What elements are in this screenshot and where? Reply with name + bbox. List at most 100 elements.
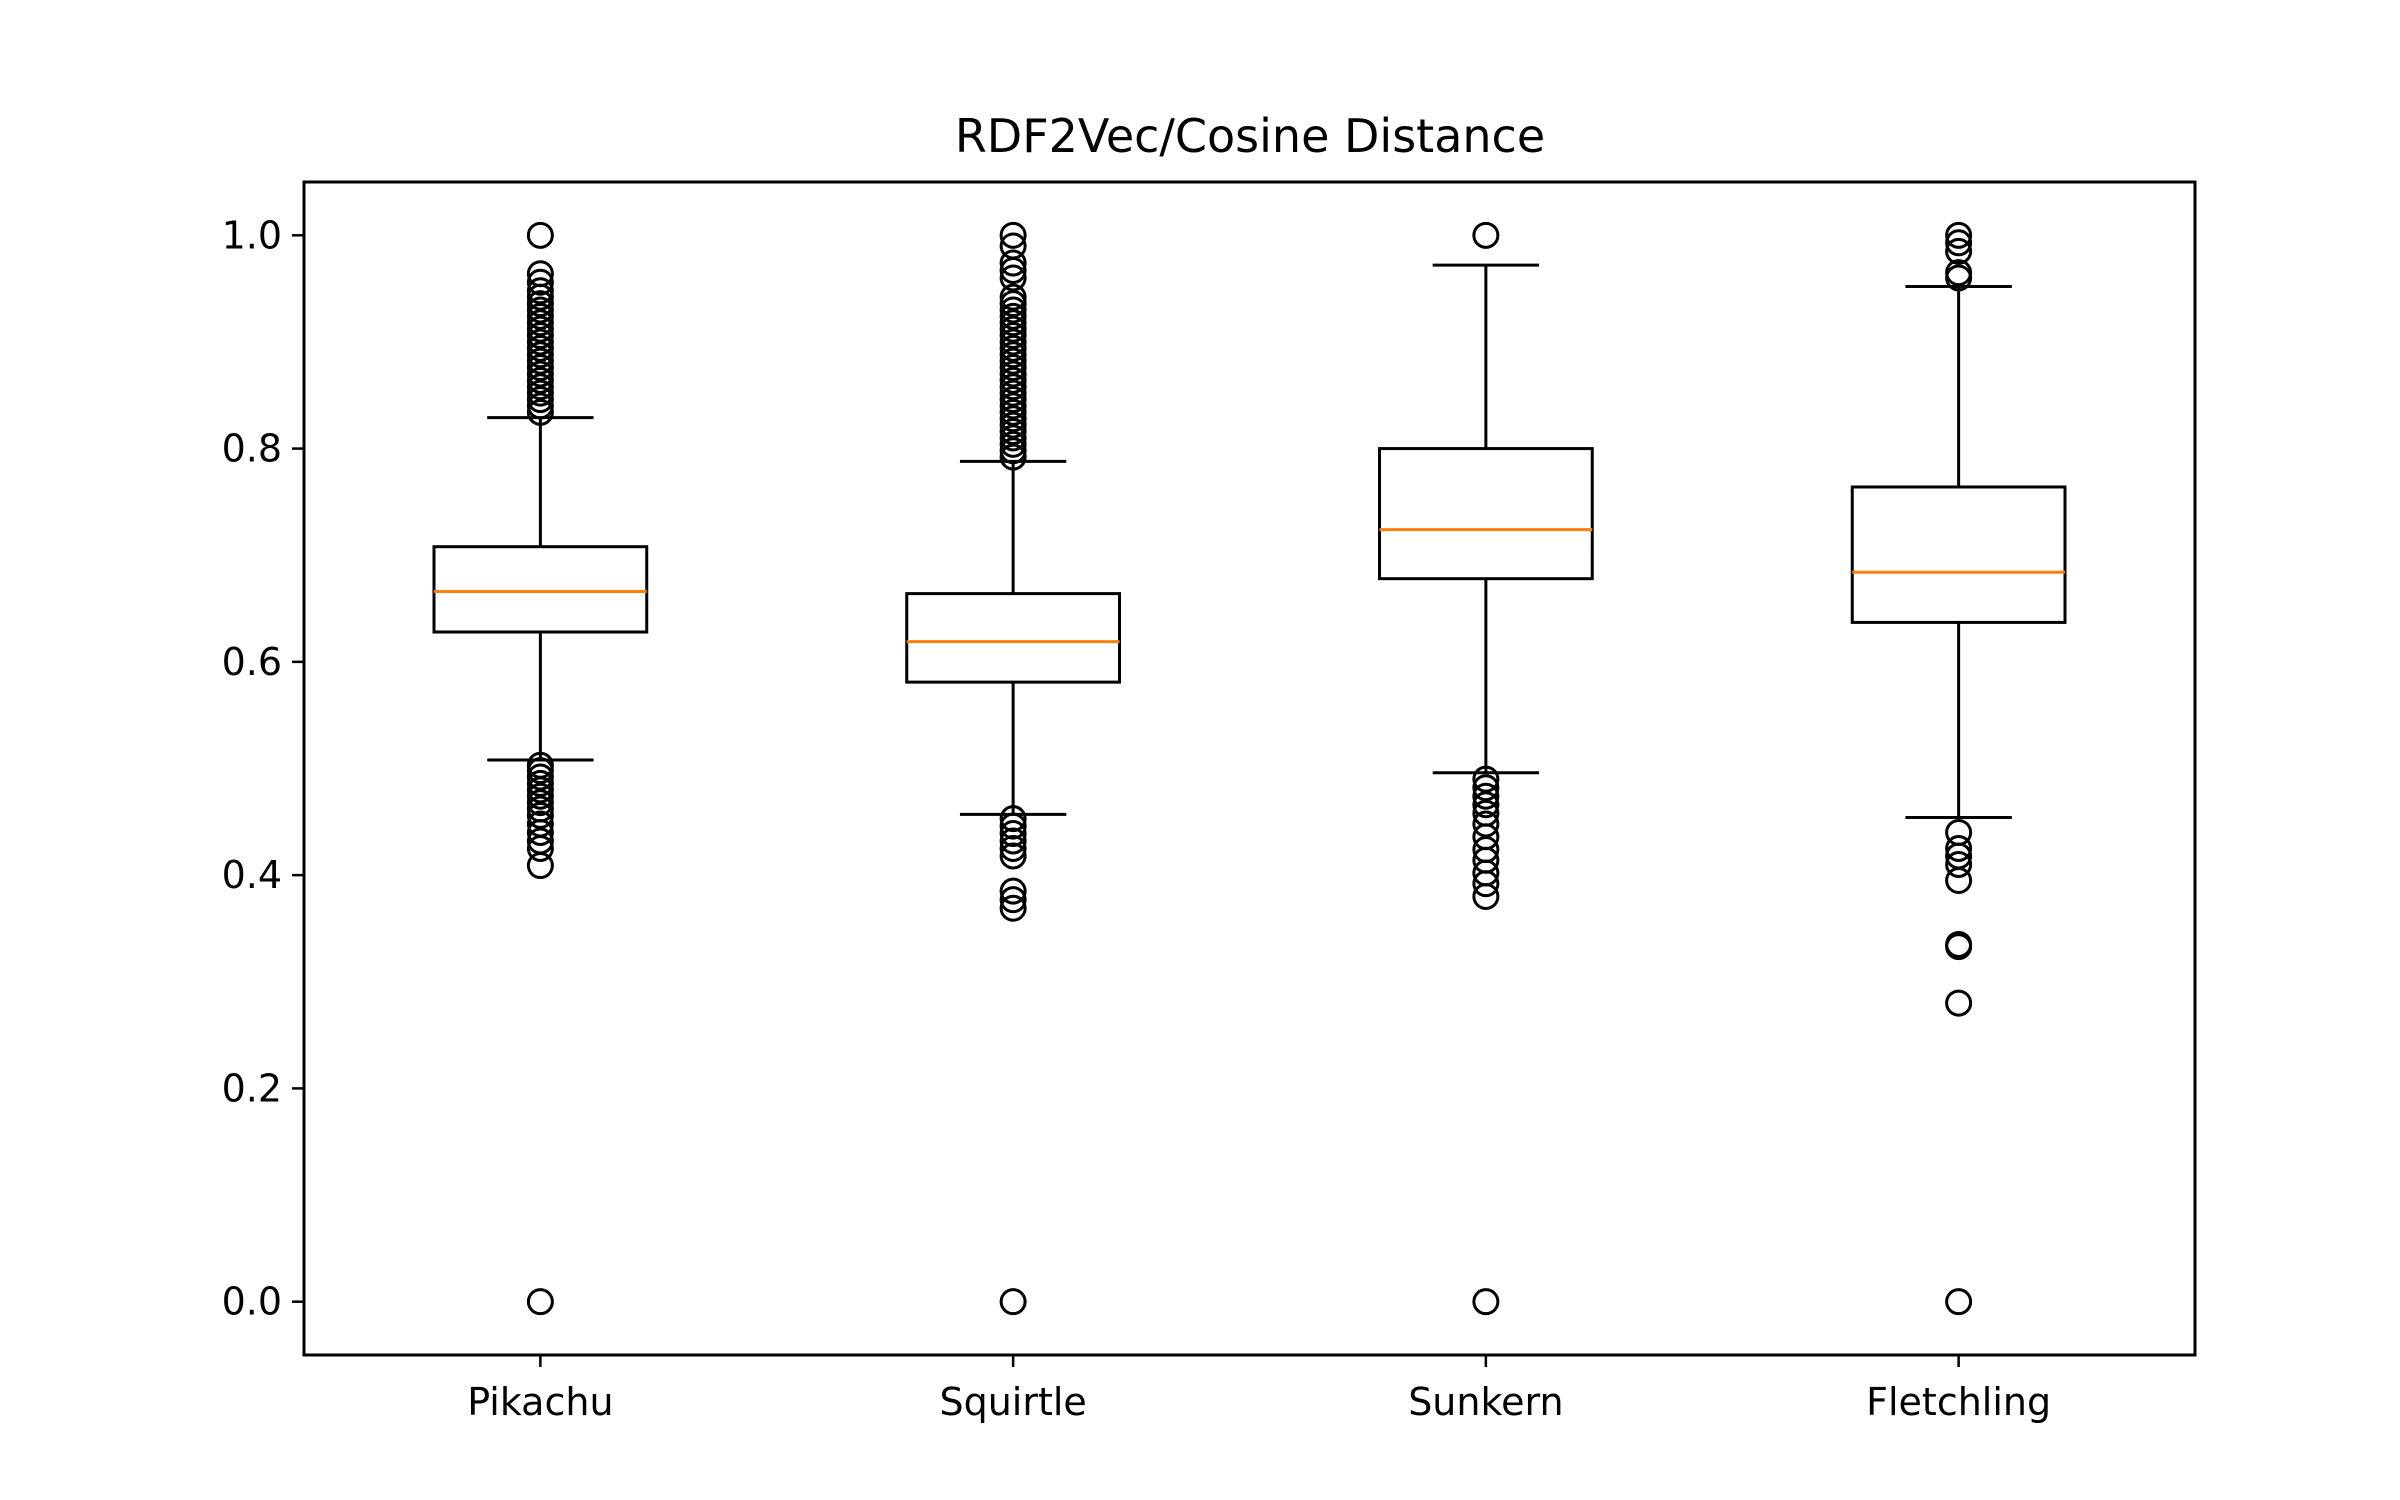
outlier-point <box>999 805 1027 833</box>
outlier-point <box>999 877 1027 905</box>
y-tick-label: 0.8 <box>222 427 282 471</box>
outlier-point <box>1945 1288 1973 1316</box>
outlier-point <box>526 366 554 394</box>
outlier-point <box>1472 799 1500 827</box>
outlier-point <box>1945 850 1973 878</box>
outlier-point <box>526 277 554 305</box>
outlier-point <box>1945 989 1973 1017</box>
outlier-point <box>999 834 1027 862</box>
outlier-point <box>1472 221 1500 249</box>
outlier-point <box>1945 930 1973 958</box>
outlier-point <box>999 283 1027 311</box>
outlier-point <box>526 386 554 414</box>
outlier-point <box>526 328 554 356</box>
outlier-point <box>999 232 1027 260</box>
outlier-point <box>999 398 1027 426</box>
outlier-point <box>999 443 1027 471</box>
outlier-point <box>526 354 554 382</box>
box-group-pikachu <box>432 221 649 1316</box>
y-tick-label: 0.0 <box>222 1280 282 1324</box>
x-tick-label: Pikachu <box>467 1380 613 1424</box>
outlier-point <box>526 782 554 810</box>
outlier-point <box>526 789 554 817</box>
outlier-point <box>1472 1288 1500 1316</box>
y-tick-label: 0.4 <box>222 853 282 897</box>
outlier-point <box>526 296 554 324</box>
outlier-point <box>526 373 554 401</box>
outlier-point <box>526 398 554 426</box>
outlier-point <box>999 405 1027 433</box>
outlier-point <box>1945 229 1973 257</box>
y-tick-label: 0.6 <box>222 640 282 684</box>
outlier-point <box>1945 834 1973 862</box>
outlier-point <box>526 268 554 296</box>
outlier-point <box>999 373 1027 401</box>
outlier-point <box>526 379 554 407</box>
outlier-point <box>526 334 554 362</box>
outlier-point <box>999 1288 1027 1316</box>
outlier-point <box>999 379 1027 407</box>
outlier-point <box>999 264 1027 292</box>
outlier-point <box>1472 791 1500 819</box>
y-tick-label: 0.2 <box>222 1066 282 1110</box>
outlier-point <box>526 1288 554 1316</box>
axes-frame <box>302 180 2197 1357</box>
outlier-point <box>999 894 1027 922</box>
outlier-point <box>999 386 1027 414</box>
outlier-point <box>999 315 1027 343</box>
plot-area: 0.0 0.2 0.4 0.6 0.8 1.0 Pikachu Squirtle Sunkern… <box>222 213 2067 1424</box>
outlier-point <box>526 751 554 779</box>
iqr-box <box>432 545 649 634</box>
outlier-point <box>526 315 554 343</box>
outlier-point <box>1472 765 1500 793</box>
outlier-point <box>999 347 1027 375</box>
outlier-point <box>999 430 1027 458</box>
outlier-point <box>999 411 1027 439</box>
outlier-point <box>999 360 1027 388</box>
outlier-point <box>1472 782 1500 810</box>
outlier-point <box>999 392 1027 420</box>
outlier-point <box>526 309 554 337</box>
outlier-point <box>999 328 1027 356</box>
box-group-fletchling <box>1850 221 2067 1316</box>
outlier-point <box>1945 818 1973 846</box>
outlier-point <box>999 437 1027 465</box>
outlier-point <box>999 886 1027 914</box>
iqr-box <box>1850 485 2067 624</box>
outlier-point <box>999 221 1027 249</box>
outlier-point <box>526 260 554 288</box>
outlier-point <box>999 418 1027 446</box>
y-tick-label: 1.0 <box>222 213 282 257</box>
outlier-point <box>1472 836 1500 864</box>
outlier-point <box>526 360 554 388</box>
outlier-point <box>999 302 1027 330</box>
outlier-point <box>526 795 554 823</box>
outlier-point <box>526 801 554 829</box>
iqr-box <box>905 592 1121 684</box>
outlier-point <box>999 341 1027 369</box>
outlier-point <box>526 302 554 330</box>
outlier-point <box>999 820 1027 848</box>
outlier-point <box>999 290 1027 318</box>
outlier-point <box>526 322 554 350</box>
box-group-sunkern <box>1378 221 1594 1316</box>
outlier-point <box>526 341 554 369</box>
x-tick-label: Squirtle <box>939 1380 1086 1424</box>
outlier-point <box>999 334 1027 362</box>
outlier-point <box>526 392 554 420</box>
outlier-point <box>1945 237 1973 265</box>
x-tick-label: Fletchling <box>1866 1380 2051 1424</box>
outlier-point <box>1945 259 1973 287</box>
outlier-point <box>526 290 554 318</box>
outlier-point <box>999 827 1027 855</box>
outlier-point <box>999 812 1027 840</box>
outlier-point <box>999 322 1027 350</box>
box-group-squirtle <box>905 221 1121 1316</box>
outlier-point <box>999 842 1027 870</box>
outlier-point <box>1472 810 1500 838</box>
outlier-point <box>526 347 554 375</box>
chart-title: RDF2Vec/Cosine Distance <box>955 109 1545 163</box>
outlier-point <box>526 221 554 249</box>
